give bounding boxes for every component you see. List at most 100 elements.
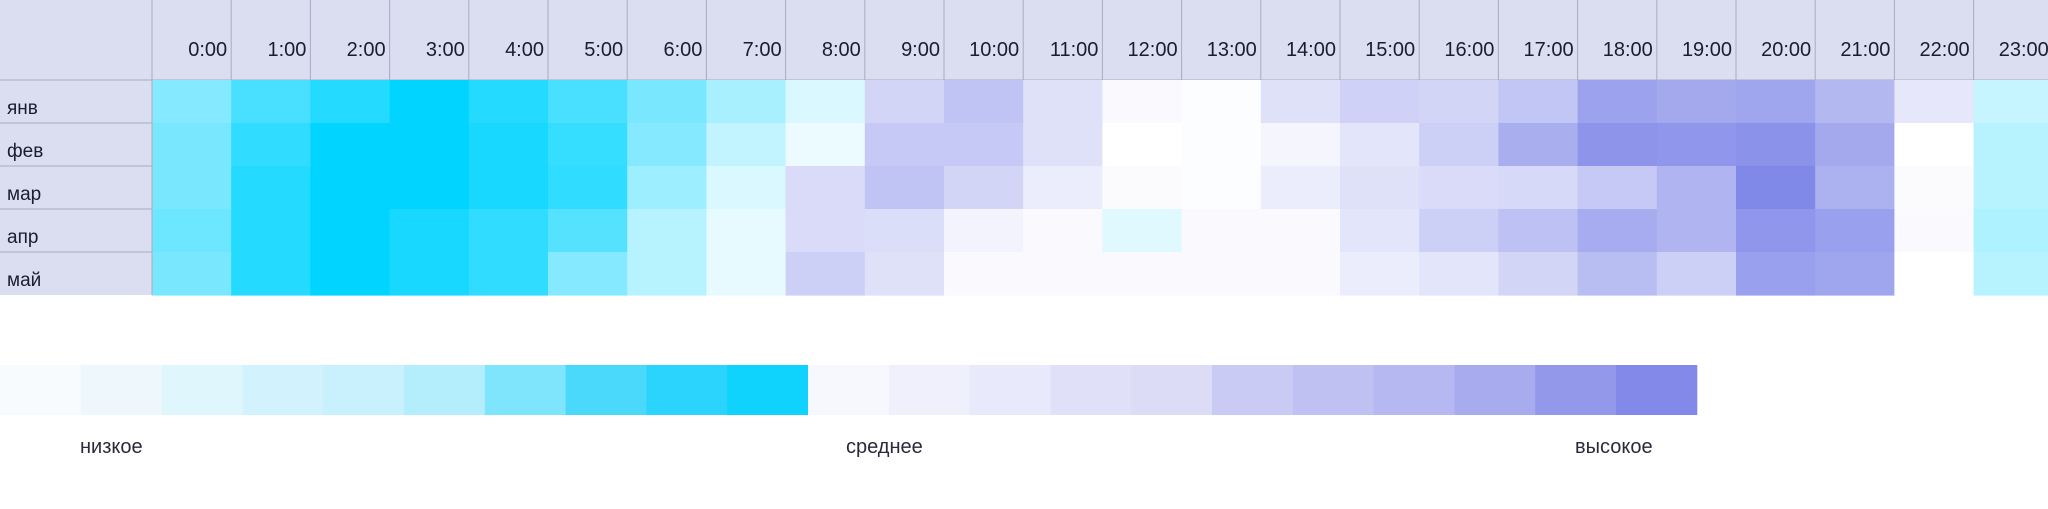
heatmap-cell (1340, 123, 1420, 167)
heatmap-cell (1577, 166, 1658, 210)
heatmap-cell (1102, 252, 1183, 296)
heatmap-cell (627, 252, 707, 296)
heatmap-cell (1260, 252, 1341, 296)
heatmap-cell (1498, 80, 1579, 124)
heatmap-cell (1973, 252, 2048, 296)
legend-swatch (242, 365, 324, 415)
heatmap-cell (1419, 252, 1499, 296)
heatmap-cell (1577, 80, 1658, 124)
heatmap-cell (310, 123, 391, 167)
heatmap-cell (548, 166, 628, 210)
heatmap-cell (1498, 166, 1579, 210)
heatmap-cell (468, 252, 549, 296)
heatmap-cell (231, 166, 311, 210)
heatmap-cell (1498, 209, 1579, 253)
heatmap-cell (1577, 209, 1658, 253)
heatmap-cell (1419, 209, 1499, 253)
heatmap-cell (548, 209, 628, 253)
heatmap-cell (310, 80, 391, 124)
column-label-19-00: 19:00 (1682, 39, 1732, 61)
legend-label-low: низкое (80, 436, 143, 458)
heatmap-cell (389, 80, 470, 124)
heatmap-chart: 0:00 1:00 2:00 3:00 4:00 5:00 6:00 7:00 8:00 9:00… (0, 0, 2048, 296)
heatmap-cell (152, 166, 232, 210)
heatmap-cell (1973, 80, 2048, 124)
heatmap-cell (1736, 252, 1816, 296)
heatmap-cell (1973, 209, 2048, 253)
heatmap-cell (1736, 123, 1816, 167)
heatmap-cell (152, 252, 232, 296)
row-label-column (0, 80, 152, 295)
heatmap-cell (1181, 166, 1262, 210)
heatmap-cell (1102, 209, 1183, 253)
legend-swatch (484, 365, 567, 415)
heatmap-cell (1340, 209, 1420, 253)
heatmap-cell (548, 80, 628, 124)
legend-swatch (1616, 365, 1698, 415)
column-label-17-00: 17:00 (1524, 39, 1574, 61)
heatmap-cell (785, 209, 866, 253)
heatmap-cell (1973, 166, 2048, 210)
heatmap-cell (785, 166, 866, 210)
heatmap-cell (1419, 166, 1499, 210)
heatmap-cell (1023, 80, 1103, 124)
heatmap-cell (627, 123, 707, 167)
heatmap-cell (1736, 80, 1816, 124)
column-label-22-00: 22:00 (1920, 39, 1970, 61)
heatmap-cell (785, 252, 866, 296)
column-label-8-00: 8:00 (822, 39, 861, 61)
heatmap-cell (706, 123, 787, 167)
heatmap-cell (944, 209, 1024, 253)
legend-swatch (1535, 365, 1617, 415)
column-label-10-00: 10:00 (969, 39, 1019, 61)
heatmap-cell (944, 123, 1024, 167)
heatmap-cell (1181, 252, 1262, 296)
heatmap-cell (1340, 166, 1420, 210)
heatmap-cell (548, 123, 628, 167)
heatmap-cell (389, 166, 470, 210)
heatmap-cell (785, 123, 866, 167)
column-label-5-00: 5:00 (584, 39, 623, 61)
legend-swatch (969, 365, 1051, 415)
heatmap-cell (1023, 252, 1103, 296)
heatmap-cell (864, 123, 945, 167)
heatmap-cell (944, 252, 1024, 296)
column-label-1-00: 1:00 (267, 39, 306, 61)
legend-swatch (1050, 365, 1132, 415)
heatmap-cell (1656, 80, 1737, 124)
legend-swatch (1131, 365, 1213, 415)
legend-swatch (646, 365, 728, 415)
heatmap-cell (1023, 166, 1103, 210)
heatmap-cell (1815, 123, 1895, 167)
heatmap-cell (1736, 166, 1816, 210)
legend-swatch (0, 365, 82, 415)
heatmap-cell (1419, 80, 1499, 124)
heatmap-cell (389, 209, 470, 253)
column-label-16-00: 16:00 (1444, 39, 1494, 61)
column-label-21-00: 21:00 (1840, 39, 1890, 61)
heatmap-cell (1260, 80, 1341, 124)
heatmap-cell (864, 252, 945, 296)
column-label-14-00: 14:00 (1286, 39, 1336, 61)
column-label-6-00: 6:00 (663, 39, 702, 61)
column-label-12-00: 12:00 (1128, 39, 1178, 61)
column-label-11-00: 11:00 (1050, 39, 1099, 61)
legend-swatch (1373, 365, 1455, 415)
heatmap-cell (1894, 166, 1975, 210)
legend-swatch (161, 365, 243, 415)
heatmap-cell (1102, 166, 1183, 210)
legend-swatch (1212, 365, 1294, 415)
heatmap-cell (310, 252, 391, 296)
header-band (0, 0, 2048, 80)
legend-swatch (404, 365, 486, 415)
column-label-7-00: 7:00 (743, 39, 782, 61)
heatmap-cell (864, 209, 945, 253)
heatmap-cell (468, 209, 549, 253)
heatmap-cell (548, 252, 628, 296)
legend-swatch (1454, 365, 1536, 415)
column-label-3-00: 3:00 (426, 39, 465, 61)
row-label-2: фев (7, 141, 43, 162)
row-label-1: янв (7, 98, 38, 119)
heatmap-cell (1894, 252, 1975, 296)
heatmap-cell (1656, 252, 1737, 296)
